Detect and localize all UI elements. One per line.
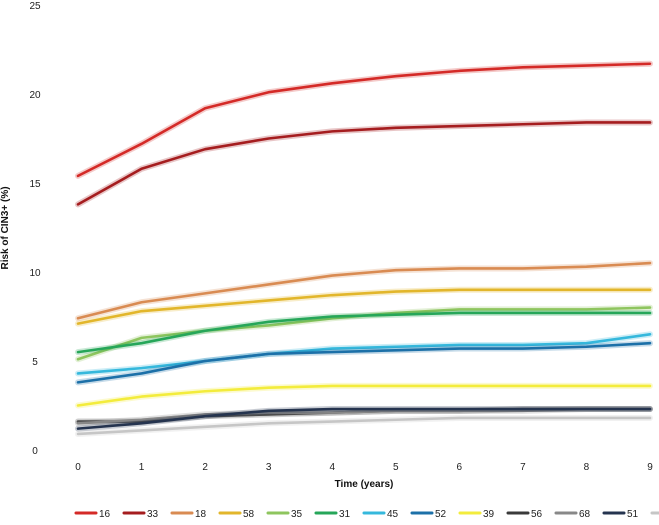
series-line-58 (76, 288, 652, 325)
series-line-16 (76, 62, 652, 178)
x-tick-label: 1 (139, 462, 145, 473)
x-tick-label: 7 (520, 462, 526, 473)
legend-label-35: 35 (291, 509, 303, 520)
series-line-51 (76, 407, 652, 430)
series-lines (75, 60, 653, 437)
x-axis-title: Time (years) (335, 479, 394, 490)
x-tick-label: 2 (202, 462, 208, 473)
x-tick-label: 5 (393, 462, 399, 473)
x-tick-label: 4 (329, 462, 335, 473)
legend-label-45: 45 (387, 509, 399, 520)
x-tick-labels: 0 1 2 3 4 5 6 7 8 9 (75, 462, 653, 473)
legend-label-56: 56 (531, 509, 543, 520)
legend-label-58: 58 (243, 509, 255, 520)
series-line-31 (76, 311, 652, 354)
series-line-39 (76, 384, 652, 407)
y-tick-label: 5 (32, 357, 38, 368)
x-tick-label: 8 (584, 462, 590, 473)
series-line-59 (76, 416, 652, 436)
legend-label-16: 16 (99, 509, 111, 520)
series-line-45 (76, 332, 652, 375)
y-tick-label: 15 (29, 179, 41, 190)
legend-label-18: 18 (195, 509, 207, 520)
y-tick-label: 25 (29, 1, 41, 12)
legend: 16331858353145523956685159 (74, 509, 659, 520)
legend-label-52: 52 (435, 509, 447, 520)
series-line-18 (76, 261, 652, 320)
y-tick-label: 20 (29, 90, 41, 101)
x-tick-label: 9 (647, 462, 653, 473)
x-tick-label: 6 (457, 462, 463, 473)
legend-label-39: 39 (483, 509, 495, 520)
legend-label-31: 31 (339, 509, 351, 520)
y-tick-label: 10 (29, 268, 41, 279)
series-line-33 (76, 121, 652, 206)
y-axis-title: Risk of CIN3+ (%) (0, 186, 11, 269)
y-tick-labels: 0 5 10 15 20 25 (29, 1, 41, 457)
x-tick-label: 0 (75, 462, 81, 473)
y-tick-label: 0 (32, 446, 38, 457)
legend-label-33: 33 (147, 509, 159, 520)
legend-label-68: 68 (579, 509, 591, 520)
legend-label-51: 51 (627, 509, 639, 520)
series-line-52 (76, 341, 652, 384)
x-tick-label: 3 (266, 462, 272, 473)
